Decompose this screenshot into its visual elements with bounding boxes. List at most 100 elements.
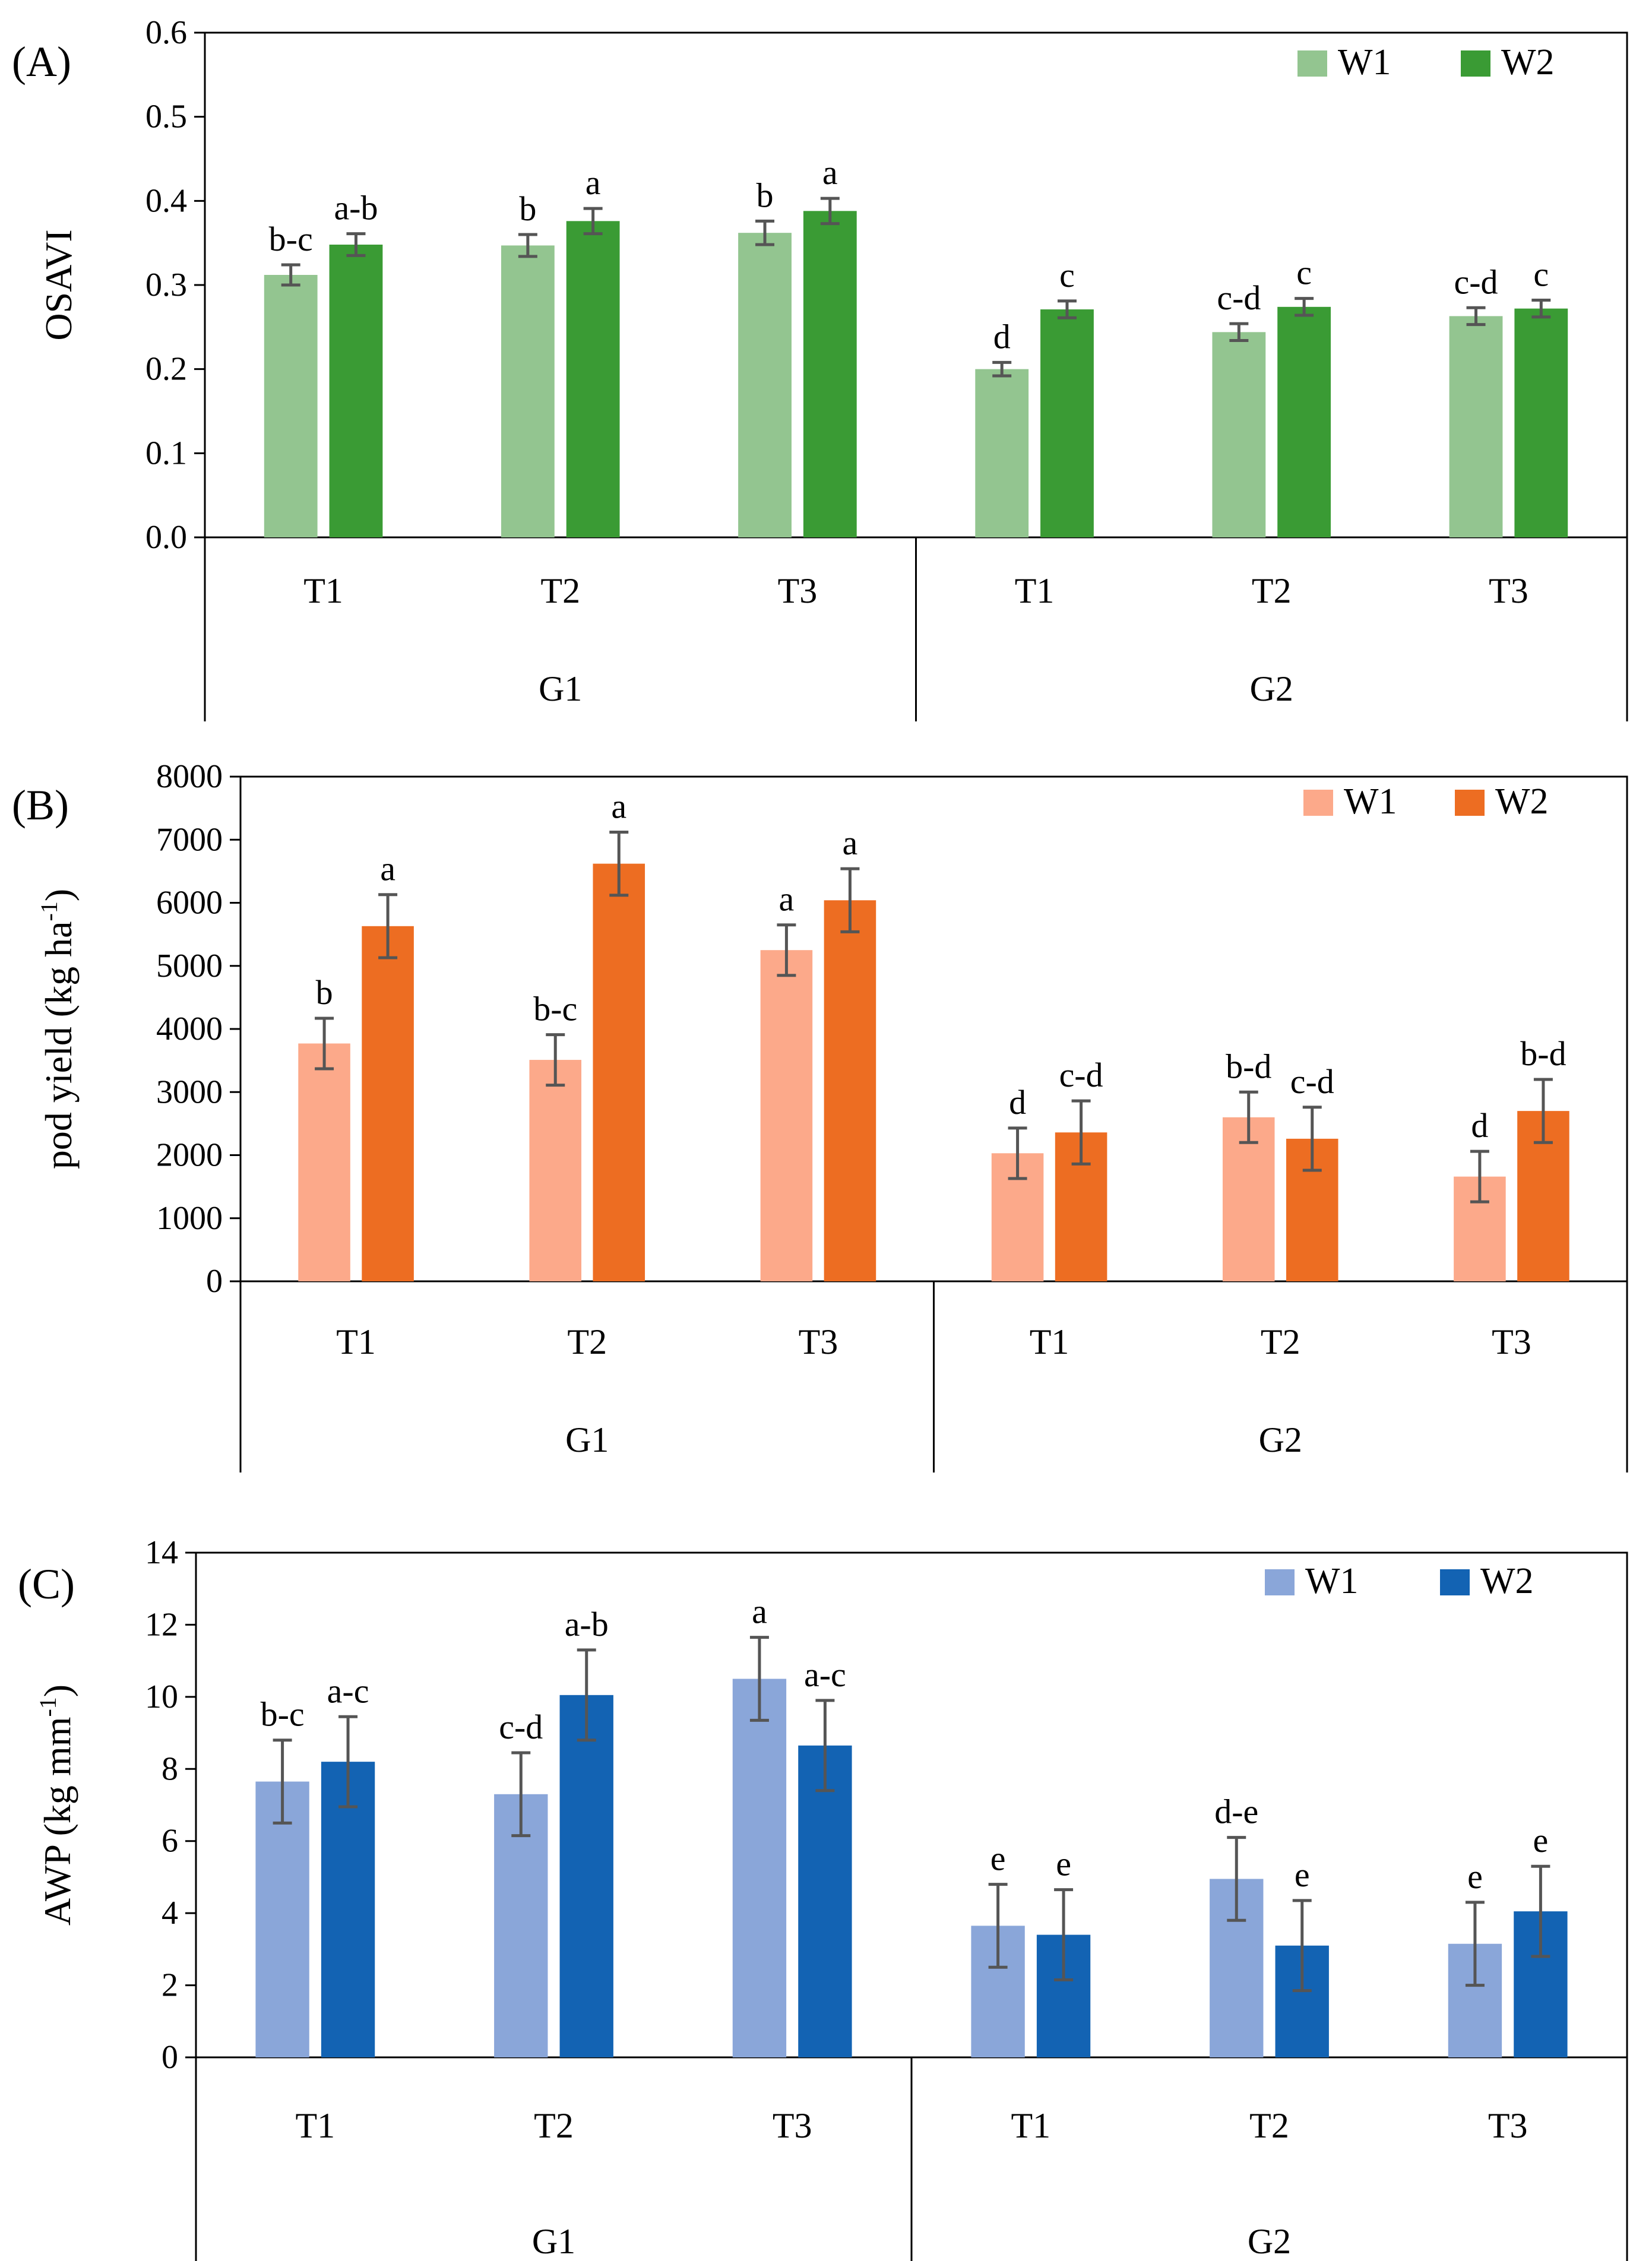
bar-w2 (362, 926, 414, 1281)
significance-label: b-c (261, 1695, 305, 1734)
bar-w1 (760, 950, 813, 1281)
y-tick-label: 0 (162, 2039, 178, 2076)
group-label: G2 (1248, 2222, 1291, 2261)
panel-label: (A) (12, 38, 71, 86)
legend-swatch-w1 (1303, 790, 1333, 816)
significance-label: b (757, 176, 774, 214)
category-label: T3 (1492, 1322, 1531, 1361)
bar-w1 (1449, 316, 1503, 537)
bar-w2 (1040, 309, 1094, 537)
panel-b: 0 1000 2000 3000 4000 5000 6000 7000 8000 pod yie… (12, 758, 1628, 1472)
y-tick-label: 4 (162, 1895, 178, 1931)
significance-label: b-d (1520, 1034, 1566, 1073)
bar-w1 (529, 1060, 582, 1281)
significance-label: a (779, 880, 795, 919)
significance-label: a (380, 850, 395, 888)
bar-w1 (738, 233, 792, 538)
y-axis-title-main: pod yield (kg ha (37, 921, 80, 1169)
bar-w2 (329, 245, 383, 537)
significance-label: c (1059, 256, 1075, 294)
group-label: G1 (565, 1420, 609, 1459)
group-label: G1 (539, 669, 582, 708)
y-tick-label: 8 (162, 1750, 178, 1787)
significance-label: a (843, 824, 858, 862)
y-tick-label: 5000 (156, 948, 223, 984)
y-tick-label: 0.3 (145, 267, 187, 303)
bar-w1 (264, 275, 318, 537)
legend-swatch-w1 (1265, 1569, 1295, 1595)
category-label: T3 (778, 571, 818, 610)
bar-w2 (798, 1745, 852, 2057)
significance-label: c-d (1059, 1056, 1103, 1094)
significance-label: a (752, 1592, 767, 1631)
significance-label: a (586, 163, 601, 202)
category-label: T1 (1030, 1322, 1069, 1361)
bar-w2 (566, 221, 620, 537)
legend-label-w1: W1 (1338, 42, 1391, 83)
bar-w1 (975, 369, 1029, 537)
plot-frame (195, 1551, 1628, 2059)
significance-label: b-d (1226, 1047, 1271, 1085)
y-tick-label: 0.1 (145, 435, 187, 471)
legend-label-w1: W1 (1305, 1561, 1359, 1601)
significance-label: e (1467, 1857, 1483, 1896)
bar-w2 (824, 900, 876, 1281)
category-label: T1 (303, 571, 343, 610)
y-tick-label: 0.2 (145, 351, 187, 388)
category-label: T2 (534, 2106, 574, 2145)
y-tick-label: 10 (145, 1679, 178, 1715)
significance-label: c-d (1290, 1062, 1334, 1101)
significance-label: c-d (499, 1708, 543, 1746)
legend-swatch-w1 (1297, 50, 1327, 77)
legend-label-w2: W2 (1501, 42, 1555, 83)
category-label: T3 (1489, 571, 1528, 610)
y-tick-label: 0.6 (145, 14, 187, 51)
y-tick-label: 2 (162, 1967, 178, 2004)
significance-label: c-d (1454, 262, 1498, 301)
y-axis-title: AWP (kg mm-1) (34, 1684, 78, 1926)
panel-label: (C) (18, 1560, 75, 1608)
group-label: G1 (532, 2222, 575, 2261)
y-axis-title: OSAVI (37, 229, 80, 340)
bar-w1 (255, 1781, 309, 2057)
bar-w1 (501, 245, 555, 537)
legend-swatch-w2 (1440, 1569, 1470, 1595)
category-label: T1 (296, 2106, 336, 2145)
significance-label: b-c (533, 990, 577, 1028)
panel-label: (B) (12, 781, 69, 829)
bar-w2 (321, 1762, 375, 2057)
y-tick-label: 4000 (156, 1011, 223, 1047)
significance-label: d (993, 317, 1011, 356)
significance-label: a-b (334, 189, 378, 227)
significance-label: d-e (1214, 1793, 1258, 1831)
y-axis-title: pod yield (kg ha-1) (36, 889, 80, 1169)
bar-w1 (298, 1043, 350, 1281)
category-label: T3 (799, 1322, 838, 1361)
plot-frame (204, 31, 1628, 539)
legend-label-w2: W2 (1495, 781, 1549, 822)
y-tick-label: 8000 (156, 758, 223, 795)
significance-label: e (1533, 1821, 1549, 1860)
significance-label: d (1471, 1106, 1488, 1145)
significance-label: a (611, 787, 626, 826)
significance-label: e (990, 1839, 1006, 1878)
category-label: T2 (540, 571, 580, 610)
y-tick-label: 2000 (156, 1137, 223, 1174)
bar-w2 (593, 863, 645, 1281)
y-tick-label: 0.0 (145, 519, 187, 556)
significance-label: b-c (269, 220, 313, 258)
group-label: G2 (1259, 1420, 1302, 1459)
category-label: T1 (1011, 2106, 1051, 2145)
y-tick-label: 0 (206, 1263, 223, 1300)
y-tick-label: 0.5 (145, 99, 187, 135)
y-tick-label: 1000 (156, 1200, 223, 1237)
category-label: T3 (773, 2106, 812, 2145)
category-label: T2 (1252, 571, 1292, 610)
y-tick-label: 7000 (156, 821, 223, 858)
category-label: T2 (1261, 1322, 1300, 1361)
y-axis-title-main: AWP (kg mm (36, 1717, 78, 1926)
legend-label-w2: W2 (1480, 1561, 1534, 1601)
legend-swatch-w2 (1461, 50, 1490, 77)
category-label: T1 (1015, 571, 1055, 610)
category-label: T1 (336, 1322, 376, 1361)
